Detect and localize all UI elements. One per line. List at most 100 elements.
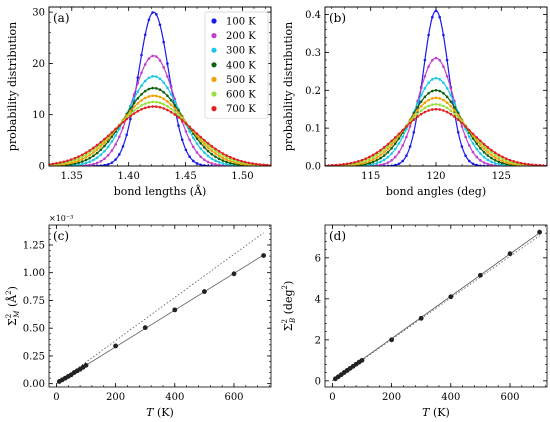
series-point	[423, 101, 427, 104]
series-point	[262, 163, 265, 166]
series-point	[382, 154, 386, 157]
series-point	[166, 94, 169, 98]
series-point	[143, 102, 147, 105]
series-point	[77, 161, 80, 164]
series-point	[516, 161, 519, 164]
y-tick-label: 20	[32, 59, 45, 70]
y-axis-label: probability distribution	[282, 22, 295, 151]
series-point	[221, 154, 225, 157]
series-point	[136, 106, 140, 110]
series-point	[375, 153, 379, 157]
series-point	[92, 146, 95, 150]
series-point	[69, 158, 73, 161]
data-point	[231, 271, 237, 277]
series-point	[51, 162, 54, 166]
series-point	[106, 134, 110, 138]
series-point	[158, 59, 162, 62]
series-point	[434, 9, 438, 13]
series-line-200-K	[325, 57, 547, 166]
series-point	[445, 110, 449, 114]
series-point	[199, 135, 202, 139]
legend-label: 500 K	[226, 75, 256, 86]
series-point	[140, 71, 143, 75]
series-point	[210, 152, 214, 156]
series-point	[147, 87, 151, 91]
series-point	[103, 157, 106, 161]
series-point	[169, 107, 173, 111]
series-point	[158, 105, 162, 109]
series-point	[471, 132, 475, 136]
series-point	[184, 148, 188, 152]
panel-label: (c)	[53, 229, 69, 243]
series-point	[247, 161, 251, 165]
series-point	[364, 159, 368, 162]
series-point	[221, 156, 225, 160]
legend-marker	[211, 106, 217, 112]
data-point	[389, 337, 394, 343]
y-tick-label: 0.75	[23, 296, 45, 307]
series-point	[357, 160, 360, 163]
data-point	[202, 289, 207, 294]
x-tick-label: 0	[53, 392, 59, 403]
x-tick-label: 200	[106, 392, 125, 403]
series-point	[482, 155, 486, 159]
series-point	[158, 77, 162, 81]
series-point	[106, 140, 110, 143]
series-point	[188, 130, 191, 133]
data-point	[507, 251, 513, 257]
series-point	[229, 155, 232, 159]
series-point	[155, 87, 158, 90]
series-point	[180, 138, 184, 142]
series-point	[445, 86, 449, 90]
series-point	[214, 163, 217, 166]
series-point	[386, 155, 390, 159]
series-point	[408, 145, 412, 148]
series-point	[140, 104, 143, 107]
series-point	[158, 95, 162, 99]
x-tick-label: 1.45	[174, 171, 196, 182]
series-point	[482, 161, 486, 164]
series-point	[225, 162, 228, 166]
series-point	[221, 159, 225, 162]
series-point	[162, 107, 165, 110]
series-point	[121, 120, 125, 124]
series-point	[490, 148, 493, 152]
series-point	[258, 163, 262, 166]
series-point	[327, 164, 330, 166]
series-point	[92, 162, 95, 166]
series-point	[394, 163, 397, 166]
legend-label: 100 K	[226, 17, 256, 28]
series-point	[166, 86, 169, 90]
series-point	[217, 149, 221, 153]
series-point	[125, 117, 128, 121]
series-point	[188, 155, 191, 158]
series-point	[240, 159, 243, 163]
series-point	[184, 122, 188, 125]
series-point	[84, 164, 88, 166]
series-point	[169, 110, 173, 114]
y-tick-label: 1.25	[23, 240, 45, 251]
series-point	[147, 57, 151, 60]
series-point	[180, 119, 184, 122]
series-point	[158, 23, 162, 27]
series-point	[490, 151, 493, 154]
series-point	[95, 148, 99, 151]
series-point	[132, 101, 136, 105]
series-point	[371, 162, 375, 166]
x-tick-label: 120	[426, 171, 445, 182]
series-point	[390, 146, 393, 150]
series-point	[114, 134, 117, 137]
series-point	[431, 97, 434, 100]
series-point	[132, 112, 136, 115]
series-point	[92, 158, 95, 162]
series-point	[217, 163, 221, 166]
series-point	[468, 144, 471, 147]
series-point	[419, 100, 423, 103]
series-point	[475, 147, 479, 151]
series-point	[143, 79, 147, 83]
series-point	[434, 102, 438, 106]
series-point	[136, 81, 140, 85]
y-tick-label: 1.00	[23, 268, 45, 279]
series-point	[427, 98, 430, 102]
series-point	[155, 75, 158, 78]
